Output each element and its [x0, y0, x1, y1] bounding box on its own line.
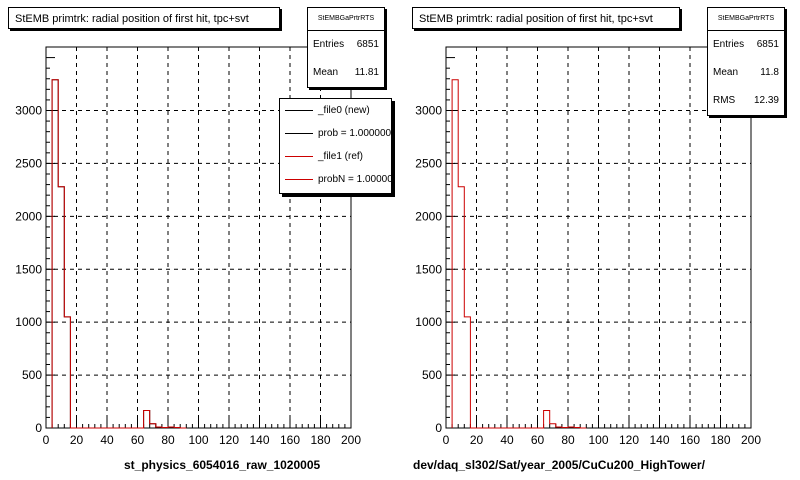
- x-tick-label: 100: [588, 433, 608, 447]
- y-tick-label: 2000: [415, 209, 442, 223]
- x-tick-label: 100: [188, 433, 208, 447]
- legend-entry: prob = 1.000000: [280, 122, 391, 145]
- legend-entry: probN = 1.000000: [280, 168, 391, 191]
- x-tick-label: 140: [649, 433, 669, 447]
- legend-entry: _file1 (ref): [280, 145, 391, 168]
- legend-swatch: [285, 179, 313, 180]
- stats-value: 12.39: [753, 95, 779, 106]
- y-tick-label: 2500: [415, 156, 442, 170]
- legend-label: prob = 1.000000: [318, 128, 392, 139]
- x-tick-label: 40: [500, 433, 514, 447]
- stats-row-rms: RMS 12.39: [708, 87, 784, 115]
- x-tick-label: 40: [100, 433, 114, 447]
- stats-value: 6851: [356, 39, 379, 50]
- x-tick-label: 60: [531, 433, 545, 447]
- legend-swatch: [285, 133, 313, 134]
- stats-box-left: StEMBGaPrtrRTS Entries 6851 Mean 11.81: [307, 7, 385, 88]
- y-tick-label: 2000: [15, 209, 42, 223]
- stats-label: RMS: [713, 95, 736, 106]
- legend-swatch: [285, 156, 313, 157]
- x-tick-label: 80: [561, 433, 575, 447]
- y-tick-label: 1500: [15, 262, 42, 276]
- legend-swatch: [285, 110, 313, 111]
- plot-right: 0 20 40 60 80 100 120 140 160 180 2000500100015002…: [415, 46, 761, 447]
- y-tick-label: 0: [435, 421, 442, 435]
- x-axis-label-left: st_physics_6054016_raw_1020005: [124, 458, 321, 472]
- plot-title-right: StEMB primtrk: radial position of first …: [412, 7, 680, 29]
- x-tick-label: 120: [219, 433, 239, 447]
- legend-label: _file1 (ref): [318, 151, 364, 162]
- x-tick-label: 0: [443, 433, 450, 447]
- stats-value: 6851: [756, 39, 779, 50]
- stats-row-entries: Entries 6851: [708, 31, 784, 59]
- legend-label: probN = 1.000000: [318, 174, 392, 185]
- stats-label: Entries: [713, 39, 745, 50]
- stats-label: Mean: [713, 67, 739, 78]
- x-tick-label: 20: [470, 433, 484, 447]
- legend-label: _file0 (new): [318, 105, 370, 116]
- x-tick-label: 160: [680, 433, 700, 447]
- x-tick-label: 20: [70, 433, 84, 447]
- x-tick-label: 180: [710, 433, 730, 447]
- x-tick-label: 160: [280, 433, 300, 447]
- y-tick-label: 0: [35, 421, 42, 435]
- histogram-series: [451, 79, 587, 429]
- x-tick-label: 180: [310, 433, 330, 447]
- x-tick-label: 80: [161, 433, 175, 447]
- stats-box-right: StEMBGaPrtrRTS Entries 6851 Mean 11.8 RM…: [707, 7, 785, 116]
- y-tick-label: 500: [22, 368, 42, 382]
- stats-name: StEMBGaPrtrRTS: [708, 8, 784, 31]
- x-tick-label: 200: [341, 433, 361, 447]
- x-tick-label: 200: [741, 433, 761, 447]
- y-tick-label: 3000: [15, 104, 42, 118]
- y-tick-label: 1000: [415, 315, 442, 329]
- stats-label: Entries: [313, 39, 345, 50]
- legend-box: _file0 (new) prob = 1.000000 _file1 (ref…: [279, 98, 392, 194]
- stats-name: StEMBGaPrtrRTS: [308, 8, 384, 31]
- y-tick-label: 3000: [415, 104, 442, 118]
- x-axis-label-right: dev/daq_sl302/Sat/year_2005/CuCu200_High…: [413, 458, 705, 472]
- x-tick-label: 140: [249, 433, 269, 447]
- stats-row-entries: Entries 6851: [308, 31, 384, 59]
- legend-entry: _file0 (new): [280, 99, 391, 122]
- stats-row-mean: Mean 11.8: [708, 59, 784, 87]
- y-tick-label: 1000: [15, 315, 42, 329]
- x-tick-label: 60: [131, 433, 145, 447]
- x-tick-label: 0: [43, 433, 50, 447]
- y-tick-label: 1500: [415, 262, 442, 276]
- y-tick-label: 500: [422, 368, 442, 382]
- stats-label: Mean: [313, 67, 339, 78]
- x-tick-label: 120: [619, 433, 639, 447]
- stats-value: 11.8: [760, 67, 779, 78]
- stats-row-mean: Mean 11.81: [308, 59, 384, 87]
- histogram-series: [51, 79, 187, 429]
- y-tick-label: 2500: [15, 156, 42, 170]
- plot-title-left: StEMB primtrk: radial position of first …: [8, 7, 280, 29]
- stats-value: 11.81: [354, 67, 379, 78]
